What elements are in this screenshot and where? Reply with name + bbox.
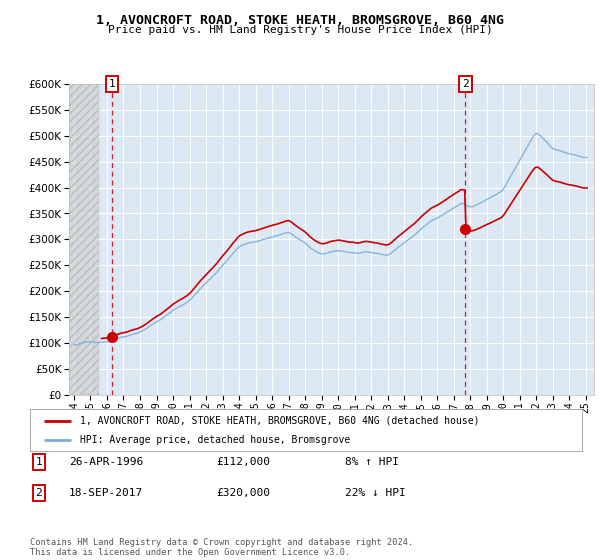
Text: 1, AVONCROFT ROAD, STOKE HEATH, BROMSGROVE, B60 4NG: 1, AVONCROFT ROAD, STOKE HEATH, BROMSGRO… bbox=[96, 14, 504, 27]
Bar bbox=[69, 84, 99, 395]
Text: 18-SEP-2017: 18-SEP-2017 bbox=[69, 488, 143, 498]
Text: 1: 1 bbox=[109, 79, 115, 89]
Text: £112,000: £112,000 bbox=[216, 457, 270, 467]
Text: 8% ↑ HPI: 8% ↑ HPI bbox=[345, 457, 399, 467]
Text: 1: 1 bbox=[35, 457, 43, 467]
Text: 1, AVONCROFT ROAD, STOKE HEATH, BROMSGROVE, B60 4NG (detached house): 1, AVONCROFT ROAD, STOKE HEATH, BROMSGRO… bbox=[80, 416, 479, 426]
Text: Contains HM Land Registry data © Crown copyright and database right 2024.
This d: Contains HM Land Registry data © Crown c… bbox=[30, 538, 413, 557]
Text: HPI: Average price, detached house, Bromsgrove: HPI: Average price, detached house, Brom… bbox=[80, 435, 350, 445]
Text: 2: 2 bbox=[462, 79, 469, 89]
Text: 22% ↓ HPI: 22% ↓ HPI bbox=[345, 488, 406, 498]
Text: Price paid vs. HM Land Registry's House Price Index (HPI): Price paid vs. HM Land Registry's House … bbox=[107, 25, 493, 35]
Text: £320,000: £320,000 bbox=[216, 488, 270, 498]
Text: 2: 2 bbox=[35, 488, 43, 498]
Text: 26-APR-1996: 26-APR-1996 bbox=[69, 457, 143, 467]
